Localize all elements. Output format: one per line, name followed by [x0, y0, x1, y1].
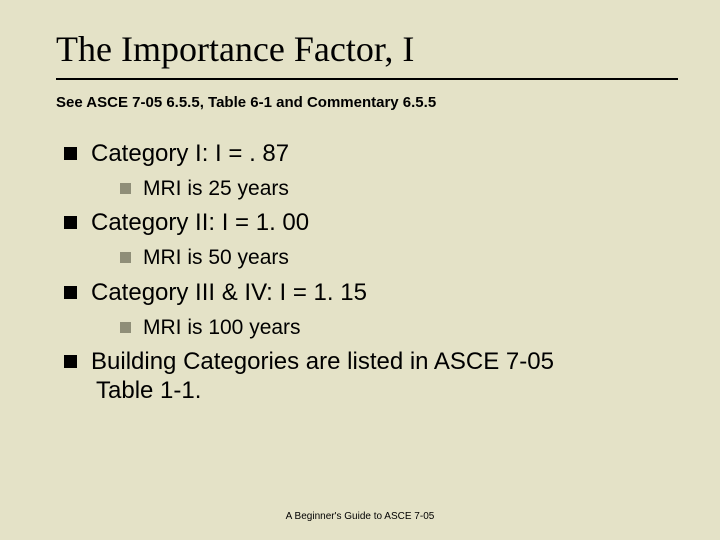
slide-footer: A Beginner's Guide to ASCE 7-05	[0, 511, 720, 522]
item-text-continuation: Table 1-1.	[64, 377, 678, 405]
list-item: MRI is 25 years	[120, 175, 678, 202]
square-bullet-icon	[120, 183, 131, 194]
list-item: Building Categories are listed in ASCE 7…	[64, 347, 678, 377]
slide-subtitle: See ASCE 7-05 6.5.5, Table 6-1 and Comme…	[56, 94, 678, 111]
list-item: Category I: I = . 87	[64, 139, 678, 169]
square-bullet-icon	[64, 286, 77, 299]
square-bullet-icon	[64, 355, 77, 368]
title-underline	[56, 78, 678, 80]
item-text: Building Categories are listed in ASCE 7…	[91, 347, 554, 377]
list-item: Category II: I = 1. 00	[64, 208, 678, 238]
square-bullet-icon	[64, 216, 77, 229]
item-text: MRI is 25 years	[143, 175, 289, 202]
item-text: Category II: I = 1. 00	[91, 208, 309, 238]
slide-title: The Importance Factor, I	[56, 28, 678, 70]
list-item: Category III & IV: I = 1. 15	[64, 278, 678, 308]
bullet-content: Category I: I = . 87 MRI is 25 years Cat…	[56, 139, 678, 405]
square-bullet-icon	[120, 252, 131, 263]
list-item: MRI is 50 years	[120, 244, 678, 271]
item-text: MRI is 50 years	[143, 244, 289, 271]
square-bullet-icon	[120, 322, 131, 333]
slide-container: The Importance Factor, I See ASCE 7-05 6…	[0, 0, 720, 405]
item-text: Category III & IV: I = 1. 15	[91, 278, 367, 308]
item-text: MRI is 100 years	[143, 314, 301, 341]
square-bullet-icon	[64, 147, 77, 160]
item-text: Category I: I = . 87	[91, 139, 289, 169]
list-item: MRI is 100 years	[120, 314, 678, 341]
